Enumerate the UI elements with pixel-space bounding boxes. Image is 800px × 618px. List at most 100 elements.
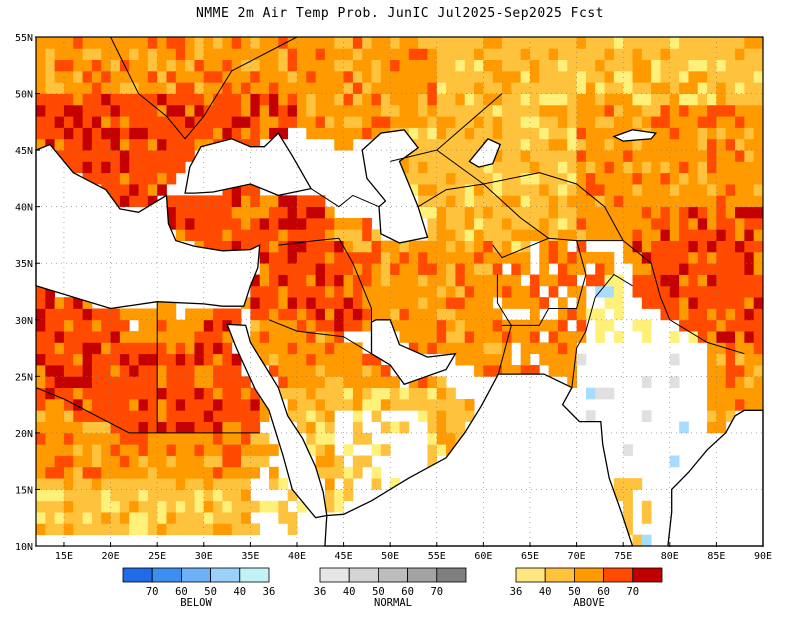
probability-cell <box>427 297 438 309</box>
lon-tick-label: 80E <box>661 551 679 562</box>
probability-cell <box>259 500 270 513</box>
probability-cell <box>101 331 111 343</box>
probability-cell <box>436 138 447 151</box>
probability-cell <box>91 116 102 128</box>
probability-cell <box>408 387 419 400</box>
probability-cell <box>315 376 326 389</box>
probability-cell <box>334 331 344 343</box>
probability-cell <box>334 37 344 49</box>
probability-cell <box>203 70 214 83</box>
probability-cell <box>231 500 242 513</box>
probability-cell <box>436 93 447 106</box>
probability-cell <box>390 297 400 309</box>
probability-cell <box>129 104 139 117</box>
probability-cell <box>669 93 680 106</box>
probability-cell <box>63 444 74 456</box>
water-bay_bengal <box>667 410 763 546</box>
probability-cell <box>660 127 671 140</box>
probability-cell <box>306 421 317 434</box>
probability-cell <box>585 195 596 208</box>
probability-cell <box>73 455 83 468</box>
probability-cell <box>157 297 167 309</box>
probability-cell <box>399 59 410 72</box>
probability-cell <box>623 116 633 128</box>
probability-cell <box>371 444 382 456</box>
probability-cell <box>36 376 46 389</box>
probability-cell <box>455 410 466 422</box>
legend-tick-label: 70 <box>430 586 443 598</box>
probability-cell <box>82 297 93 309</box>
probability-cell <box>166 432 177 445</box>
probability-cell <box>54 376 65 389</box>
probability-cell <box>744 251 755 264</box>
probability-cell <box>213 82 223 94</box>
probability-cell <box>306 93 317 106</box>
probability-cell <box>613 297 624 309</box>
probability-cell <box>73 138 83 151</box>
probability-cell <box>539 342 550 355</box>
probability-cell <box>483 240 494 253</box>
probability-cell <box>54 444 65 456</box>
probability-cell <box>567 251 577 264</box>
probability-cell <box>436 342 447 355</box>
probability-cell <box>343 285 354 298</box>
probability-cell <box>436 59 447 72</box>
probability-cell <box>688 308 699 321</box>
probability-cell <box>483 365 494 377</box>
probability-cell <box>725 240 736 253</box>
probability-cell <box>45 421 56 434</box>
probability-cell <box>641 319 652 332</box>
probability-cell <box>138 342 149 355</box>
probability-cell <box>296 59 307 72</box>
probability-cell <box>343 48 354 61</box>
probability-cell <box>716 353 727 366</box>
probability-cell <box>166 410 177 422</box>
probability-cell <box>679 297 689 309</box>
probability-cell <box>324 217 335 230</box>
probability-cell <box>306 432 317 445</box>
probability-cell <box>557 93 568 106</box>
probability-cell <box>557 365 568 377</box>
probability-cell <box>679 116 689 128</box>
probability-cell <box>343 353 354 366</box>
probability-cell <box>576 217 587 230</box>
probability-cell <box>716 217 727 230</box>
probability-cell <box>716 387 727 400</box>
probability-cell <box>548 319 559 332</box>
probability-cell <box>446 37 456 49</box>
probability-cell <box>91 512 102 524</box>
probability-cell <box>138 104 149 117</box>
lon-tick-label: 90E <box>754 551 772 562</box>
probability-cell <box>222 444 233 456</box>
probability-cell <box>604 82 615 94</box>
probability-cell <box>707 376 717 389</box>
probability-cell <box>82 478 93 490</box>
probability-cell <box>651 138 661 151</box>
probability-cell <box>455 308 466 321</box>
probability-cell <box>278 331 289 343</box>
probability-cell <box>418 172 428 185</box>
probability-cell <box>352 398 363 411</box>
probability-cell <box>483 59 494 72</box>
probability-cell <box>707 331 717 343</box>
probability-cell <box>651 195 661 208</box>
probability-cell <box>306 398 317 411</box>
probability-cell <box>241 240 251 253</box>
probability-cell <box>82 512 93 524</box>
probability-cell <box>63 308 74 321</box>
probability-cell <box>110 398 121 411</box>
probability-cell <box>119 387 130 400</box>
probability-cell <box>213 48 223 61</box>
probability-cell <box>213 432 223 445</box>
probability-cell <box>418 410 428 422</box>
probability-cell <box>585 127 596 140</box>
probability-cell <box>166 478 177 490</box>
probability-cell <box>278 342 289 355</box>
probability-cell <box>436 444 447 456</box>
probability-cell <box>520 48 531 61</box>
probability-cell <box>679 229 689 241</box>
probability-cell <box>45 37 56 49</box>
country-border <box>268 319 372 355</box>
probability-cell <box>707 138 717 151</box>
probability-cell <box>632 195 643 208</box>
